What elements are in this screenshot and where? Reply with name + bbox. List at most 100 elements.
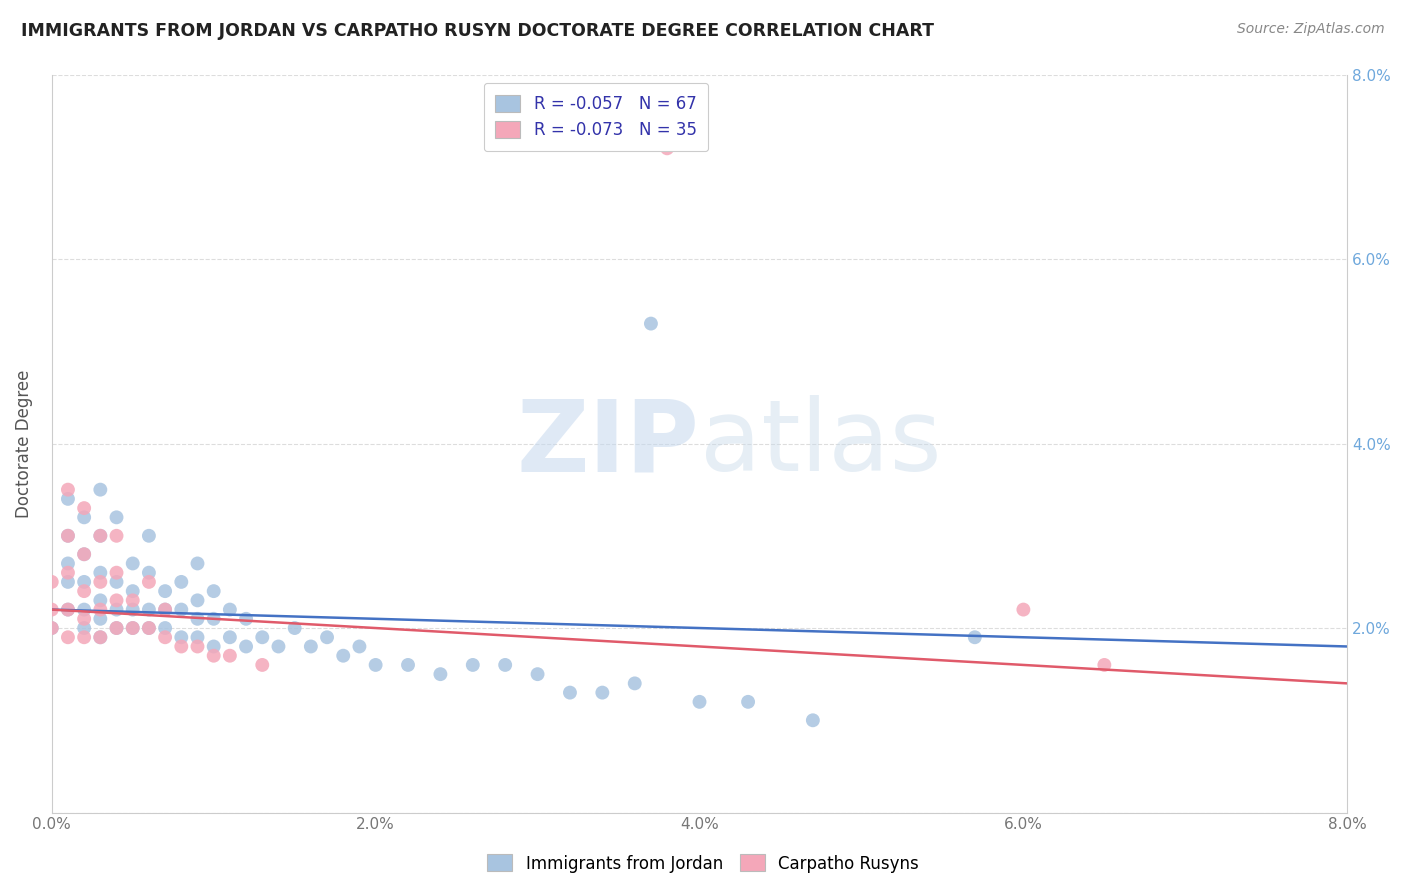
Point: [56, 557, 79, 571]
Point: [202, 640, 225, 654]
Point: [235, 640, 257, 654]
Point: [138, 621, 160, 635]
Point: [186, 593, 208, 607]
Point: [56, 574, 79, 589]
Y-axis label: Doctorate Degree: Doctorate Degree: [15, 369, 32, 517]
Point: [41, 574, 63, 589]
Point: [299, 640, 322, 654]
Point: [640, 317, 662, 331]
Point: [105, 621, 128, 635]
Point: [121, 584, 143, 599]
Point: [56, 529, 79, 543]
Point: [316, 630, 339, 644]
Point: [284, 621, 307, 635]
Point: [689, 695, 711, 709]
Point: [56, 630, 79, 644]
Point: [153, 621, 176, 635]
Point: [89, 630, 111, 644]
Point: [41, 621, 63, 635]
Point: [105, 621, 128, 635]
Point: [121, 621, 143, 635]
Point: [623, 676, 645, 690]
Point: [56, 491, 79, 506]
Point: [461, 657, 484, 672]
Point: [655, 141, 678, 155]
Point: [73, 602, 96, 616]
Point: [89, 483, 111, 497]
Point: [89, 566, 111, 580]
Point: [73, 584, 96, 599]
Point: [41, 602, 63, 616]
Point: [235, 612, 257, 626]
Point: [73, 630, 96, 644]
Point: [429, 667, 451, 681]
Point: [170, 574, 193, 589]
Point: [56, 483, 79, 497]
Point: [332, 648, 354, 663]
Point: [186, 612, 208, 626]
Point: [105, 574, 128, 589]
Point: [73, 612, 96, 626]
Text: Source: ZipAtlas.com: Source: ZipAtlas.com: [1237, 22, 1385, 37]
Point: [494, 657, 516, 672]
Point: [252, 657, 274, 672]
Point: [138, 621, 160, 635]
Point: [202, 648, 225, 663]
Point: [105, 602, 128, 616]
Point: [89, 602, 111, 616]
Point: [396, 657, 419, 672]
Point: [73, 547, 96, 561]
Point: [138, 566, 160, 580]
Point: [56, 602, 79, 616]
Point: [219, 602, 242, 616]
Point: [558, 685, 581, 699]
Point: [121, 593, 143, 607]
Point: [1092, 657, 1115, 672]
Point: [186, 630, 208, 644]
Legend: Immigrants from Jordan, Carpatho Rusyns: Immigrants from Jordan, Carpatho Rusyns: [481, 847, 925, 880]
Point: [105, 529, 128, 543]
Point: [349, 640, 371, 654]
Point: [56, 566, 79, 580]
Point: [121, 557, 143, 571]
Point: [105, 566, 128, 580]
Point: [153, 584, 176, 599]
Point: [89, 574, 111, 589]
Text: ZIP: ZIP: [516, 395, 700, 492]
Point: [153, 602, 176, 616]
Point: [170, 640, 193, 654]
Point: [219, 648, 242, 663]
Point: [121, 621, 143, 635]
Point: [138, 529, 160, 543]
Text: atlas: atlas: [700, 395, 941, 492]
Point: [73, 547, 96, 561]
Point: [170, 630, 193, 644]
Point: [963, 630, 986, 644]
Point: [73, 574, 96, 589]
Point: [186, 557, 208, 571]
Text: IMMIGRANTS FROM JORDAN VS CARPATHO RUSYN DOCTORATE DEGREE CORRELATION CHART: IMMIGRANTS FROM JORDAN VS CARPATHO RUSYN…: [21, 22, 934, 40]
Point: [153, 630, 176, 644]
Point: [170, 602, 193, 616]
Point: [364, 657, 387, 672]
Point: [202, 584, 225, 599]
Legend: R = -0.057   N = 67, R = -0.073   N = 35: R = -0.057 N = 67, R = -0.073 N = 35: [484, 83, 709, 151]
Point: [89, 529, 111, 543]
Point: [121, 602, 143, 616]
Point: [219, 630, 242, 644]
Point: [202, 612, 225, 626]
Point: [138, 574, 160, 589]
Point: [267, 640, 290, 654]
Point: [153, 602, 176, 616]
Point: [56, 602, 79, 616]
Point: [591, 685, 613, 699]
Point: [73, 621, 96, 635]
Point: [1012, 602, 1035, 616]
Point: [526, 667, 548, 681]
Point: [252, 630, 274, 644]
Point: [801, 713, 824, 727]
Point: [56, 529, 79, 543]
Point: [73, 510, 96, 524]
Point: [105, 593, 128, 607]
Point: [737, 695, 759, 709]
